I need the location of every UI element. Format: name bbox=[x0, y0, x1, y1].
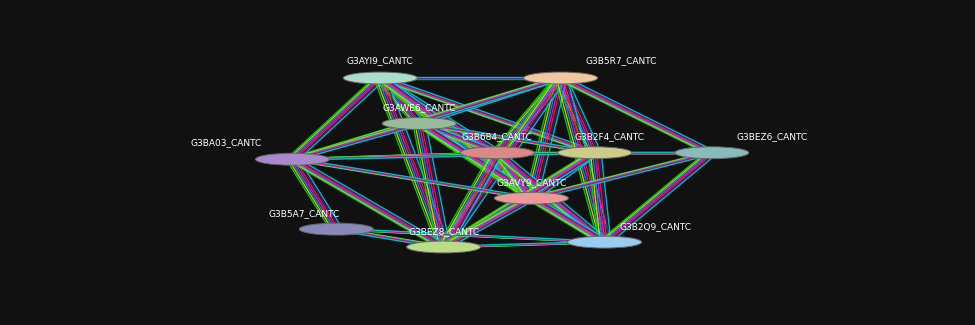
Text: G3B5R7_CANTC: G3B5R7_CANTC bbox=[585, 56, 656, 65]
Ellipse shape bbox=[382, 118, 456, 129]
Text: G3AYI9_CANTC: G3AYI9_CANTC bbox=[347, 56, 413, 65]
Text: G3BA03_CANTC: G3BA03_CANTC bbox=[190, 138, 261, 147]
Ellipse shape bbox=[567, 236, 642, 248]
Ellipse shape bbox=[299, 223, 373, 235]
Text: G3B2Q9_CANTC: G3B2Q9_CANTC bbox=[619, 222, 691, 231]
Ellipse shape bbox=[524, 72, 598, 84]
Text: G3B684_CANTC: G3B684_CANTC bbox=[462, 132, 532, 141]
Ellipse shape bbox=[343, 72, 417, 84]
Text: G3BEZ6_CANTC: G3BEZ6_CANTC bbox=[736, 132, 807, 141]
Ellipse shape bbox=[407, 241, 481, 253]
Ellipse shape bbox=[675, 147, 749, 159]
Ellipse shape bbox=[255, 153, 330, 165]
Text: G3B5A7_CANTC: G3B5A7_CANTC bbox=[268, 209, 340, 218]
Text: G3AWE6_CANTC: G3AWE6_CANTC bbox=[382, 103, 456, 112]
Ellipse shape bbox=[558, 147, 632, 159]
Text: G3AVY9_CANTC: G3AVY9_CANTC bbox=[496, 178, 566, 187]
Text: G3BEZ8_CANTC: G3BEZ8_CANTC bbox=[409, 227, 479, 236]
Ellipse shape bbox=[460, 147, 534, 159]
Ellipse shape bbox=[494, 192, 568, 204]
Text: G3B2F4_CANTC: G3B2F4_CANTC bbox=[574, 132, 644, 141]
